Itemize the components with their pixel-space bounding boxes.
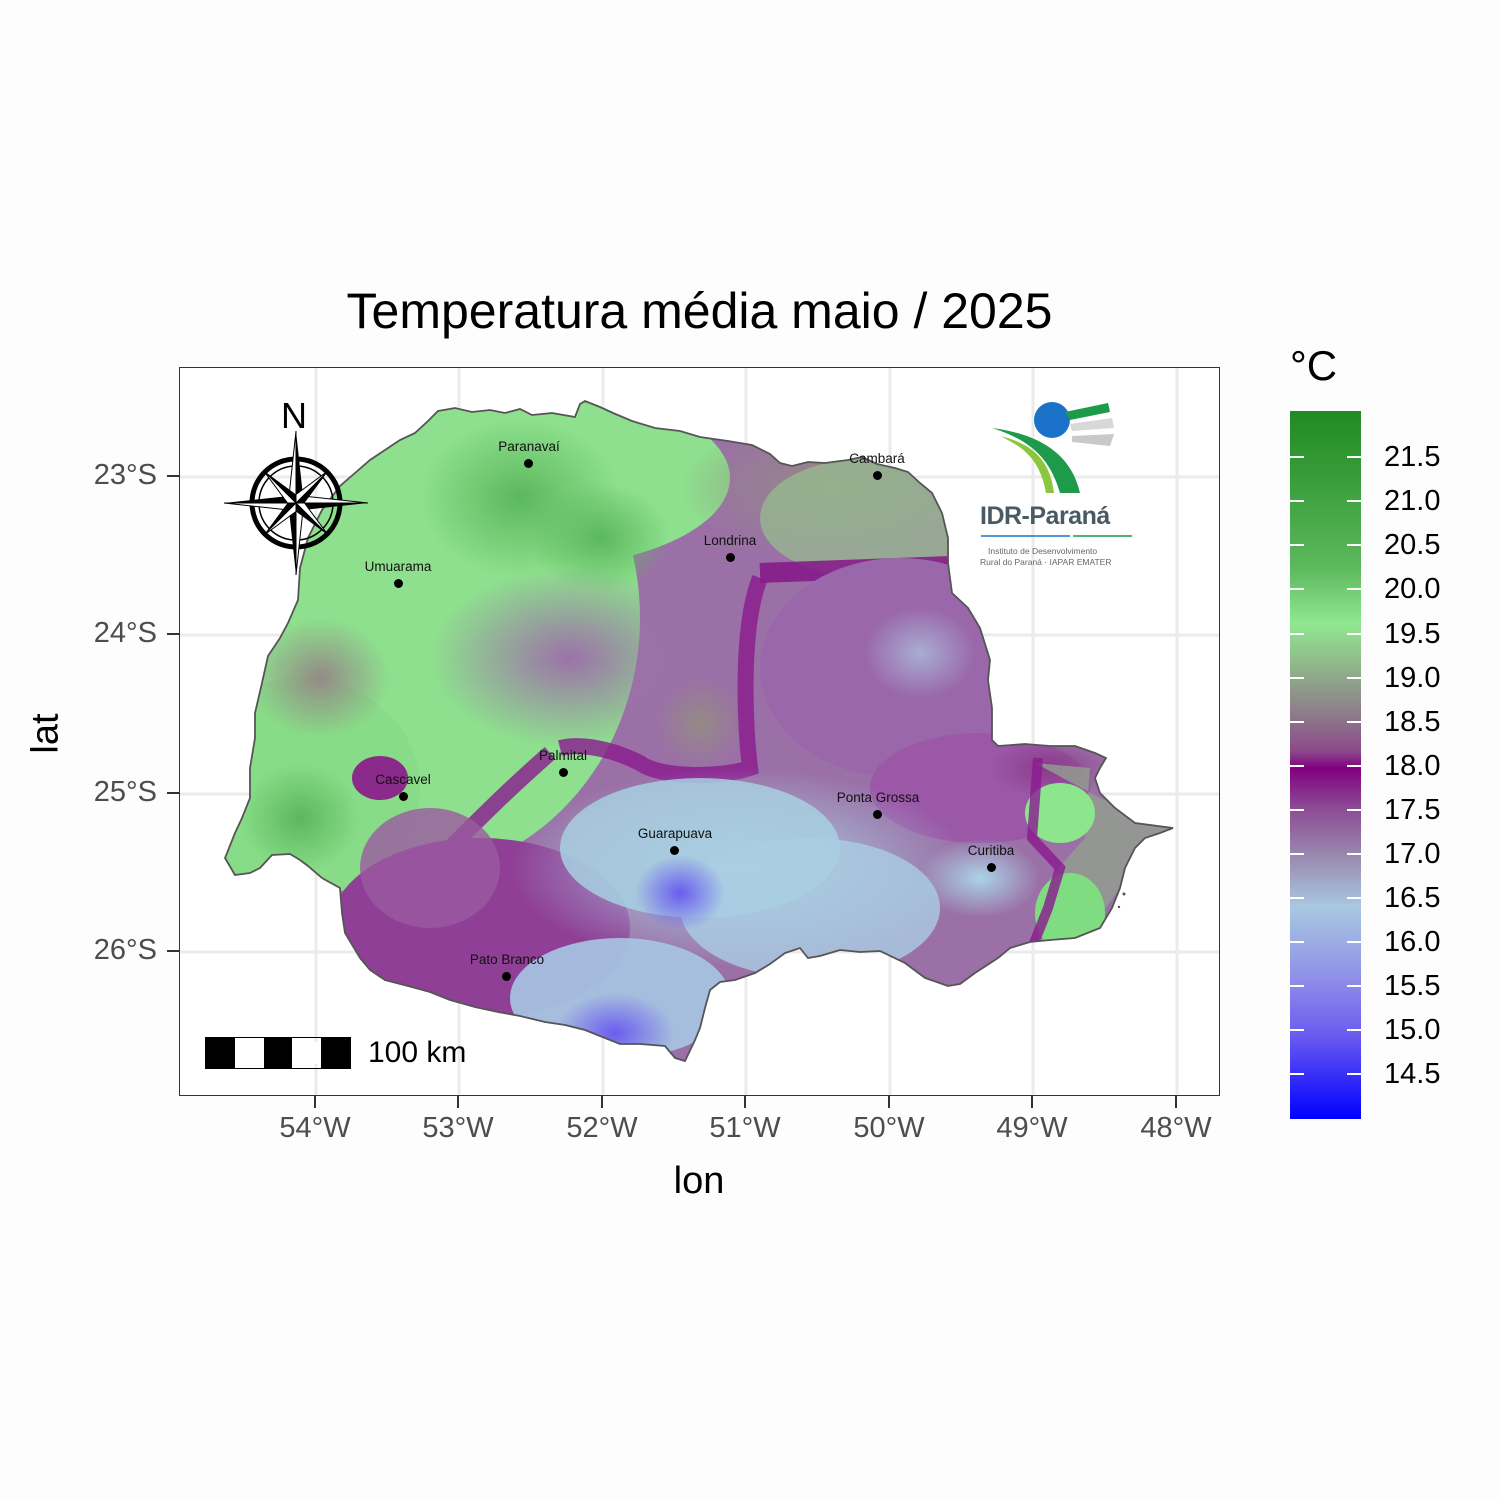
y-tick-25s: 25°S <box>93 776 157 808</box>
y-tick-23s: 23°S <box>93 459 157 491</box>
x-tick-51w: 51°W <box>709 1112 781 1144</box>
y-tick-24s: 24°S <box>93 617 157 649</box>
colorbar-label: 21.5 <box>1384 441 1441 473</box>
compass-rose-icon <box>223 430 369 576</box>
city-dot-paranavai <box>524 459 533 468</box>
city-dot-pato-branco <box>502 972 511 981</box>
map-panel <box>179 367 1220 1096</box>
x-tick-48w: 48°W <box>1140 1112 1212 1144</box>
colorbar-label: 17.0 <box>1384 838 1441 870</box>
logo-subtitle-2: Rural do Paraná · IAPAR EMATER <box>980 557 1112 567</box>
x-tick-49w: 49°W <box>996 1112 1068 1144</box>
colorbar-label: 20.0 <box>1384 573 1441 605</box>
city-dot-ponta-grossa <box>873 810 882 819</box>
x-tick-53w: 53°W <box>422 1112 494 1144</box>
city-dot-guarapuava <box>670 846 679 855</box>
city-dot-cambara <box>873 471 882 480</box>
city-dot-curitiba <box>987 863 996 872</box>
logo-title: IDR-Paraná <box>980 502 1110 530</box>
compass-north-label: N <box>281 395 307 436</box>
colorbar-label: 16.5 <box>1384 882 1441 914</box>
city-label-umuarama: Umuarama <box>364 559 432 574</box>
city-label-cambara: Cambará <box>849 451 905 466</box>
x-tick-52w: 52°W <box>566 1112 638 1144</box>
city-label-ponta-grossa: Ponta Grossa <box>836 790 920 805</box>
colorbar-label: 15.5 <box>1384 970 1441 1002</box>
colorbar-label: 15.0 <box>1384 1014 1441 1046</box>
x-axis-title: lon <box>673 1160 725 1202</box>
colorbar-label: 19.0 <box>1384 662 1441 694</box>
city-label-cascavel: Cascavel <box>375 772 431 787</box>
city-label-curitiba: Curitiba <box>967 843 1015 858</box>
colorbar-label: 20.5 <box>1384 529 1441 561</box>
city-label-palmital: Palmital <box>538 748 588 763</box>
y-tick-26s: 26°S <box>93 934 157 966</box>
city-dot-cascavel <box>399 792 408 801</box>
scale-bar-label: 100 km <box>368 1036 467 1069</box>
colorbar-label: 18.5 <box>1384 706 1441 738</box>
colorbar-label: 14.5 <box>1384 1058 1441 1090</box>
x-tick-54w: 54°W <box>279 1112 351 1144</box>
city-label-pato-branco: Pato Branco <box>469 952 545 967</box>
colorbar-label: 18.0 <box>1384 750 1441 782</box>
idr-parana-logo-icon <box>992 402 1114 493</box>
chart-title: Temperatura média maio / 2025 <box>346 283 1053 339</box>
city-dot-umuarama <box>394 579 403 588</box>
city-label-londrina: Londrina <box>703 533 757 548</box>
colorbar-label: 17.5 <box>1384 794 1441 826</box>
colorbar-label: 19.5 <box>1384 618 1441 650</box>
legend-title: °C <box>1290 342 1338 389</box>
scale-bar <box>205 1037 351 1069</box>
city-label-guarapuava: Guarapuava <box>637 826 713 841</box>
y-axis-title: lat <box>24 713 67 754</box>
city-label-paranavai: Paranavaí <box>498 439 560 454</box>
logo-subtitle-1: Instituto de Desenvolvimento <box>988 546 1098 556</box>
map-canvas <box>180 368 1219 1095</box>
x-tick-50w: 50°W <box>853 1112 925 1144</box>
city-dot-palmital <box>559 768 568 777</box>
colorbar-label: 16.0 <box>1384 926 1441 958</box>
city-dot-londrina <box>726 553 735 562</box>
colorbar-label: 21.0 <box>1384 485 1441 517</box>
